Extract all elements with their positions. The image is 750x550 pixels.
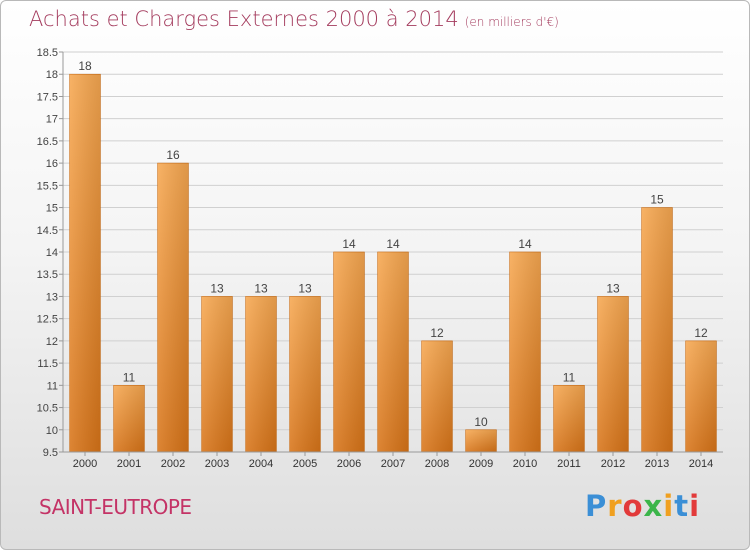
bar-shade bbox=[245, 296, 277, 452]
x-tick-label: 2000 bbox=[73, 458, 97, 470]
x-tick-label: 2008 bbox=[425, 458, 449, 470]
bar-shade bbox=[377, 252, 409, 452]
data-label: 10 bbox=[474, 415, 488, 429]
x-tick-label: 2010 bbox=[513, 458, 537, 470]
y-tick-label: 10.5 bbox=[37, 403, 58, 415]
x-tick-label: 2004 bbox=[249, 458, 273, 470]
y-tick-label: 14 bbox=[46, 247, 58, 259]
y-tick-label: 16 bbox=[46, 158, 58, 170]
bar-shade bbox=[157, 163, 189, 452]
y-tick-label: 13 bbox=[46, 291, 58, 303]
x-tick-label: 2007 bbox=[381, 458, 405, 470]
data-label: 11 bbox=[123, 370, 136, 384]
bar-shade bbox=[113, 385, 145, 452]
x-tick-label: 2013 bbox=[645, 458, 669, 470]
x-tick-label: 2009 bbox=[469, 458, 493, 470]
data-label: 13 bbox=[606, 281, 620, 295]
logo-letter: i bbox=[663, 489, 675, 523]
data-label: 18 bbox=[78, 59, 92, 73]
x-tick-label: 2001 bbox=[117, 458, 141, 470]
chart-title-text: Achats et Charges Externes 2000 à 2014 bbox=[29, 7, 459, 31]
chart-unit: (en milliers d'€) bbox=[464, 15, 559, 29]
y-tick-label: 18.5 bbox=[37, 47, 58, 59]
y-tick-label: 13.5 bbox=[37, 269, 58, 281]
bar-shade bbox=[641, 207, 673, 452]
y-tick-label: 10 bbox=[46, 425, 58, 437]
y-axis: 9.5 10 10.5 11 11.5 12 12.5 13 13.5 14 14.5 15 15.5 1… bbox=[37, 47, 64, 459]
logo-letter: o bbox=[622, 489, 644, 523]
logo-letter: P bbox=[585, 489, 608, 523]
bars: 18 11 16 13 13 13 14 14 12 10 14 11 13 15 12 bbox=[69, 59, 717, 453]
bar-shade bbox=[509, 252, 541, 452]
y-tick-label: 18 bbox=[46, 69, 58, 81]
x-tick-label: 2011 bbox=[557, 458, 581, 470]
y-tick-label: 16.5 bbox=[37, 136, 58, 148]
logo-letter: i bbox=[689, 489, 701, 523]
x-tick-label: 2005 bbox=[293, 458, 317, 470]
x-tick-label: 2003 bbox=[205, 458, 229, 470]
data-label: 11 bbox=[563, 370, 576, 384]
y-tick-label: 14.5 bbox=[37, 225, 58, 237]
y-tick-label: 11 bbox=[47, 380, 58, 392]
data-label: 12 bbox=[694, 326, 708, 340]
data-label: 14 bbox=[342, 237, 356, 251]
bar-shade bbox=[421, 340, 453, 452]
data-label: 13 bbox=[254, 281, 268, 295]
data-label: 13 bbox=[298, 281, 312, 295]
bar-shade bbox=[685, 340, 717, 452]
x-tick-label: 2006 bbox=[337, 458, 361, 470]
bar-shade bbox=[289, 296, 321, 452]
data-label: 14 bbox=[386, 237, 400, 251]
data-label: 14 bbox=[518, 237, 532, 251]
y-tick-label: 12 bbox=[46, 336, 58, 348]
chart-title: Achats et Charges Externes 2000 à 2014 (e… bbox=[29, 7, 559, 31]
x-tick-label: 2014 bbox=[689, 458, 713, 470]
logo-letter: r bbox=[607, 489, 623, 523]
logo-letter: t bbox=[674, 489, 690, 523]
y-tick-label: 15 bbox=[46, 203, 58, 215]
y-tick-label: 17.5 bbox=[37, 91, 58, 103]
data-label: 12 bbox=[430, 326, 444, 340]
x-tick-label: 2012 bbox=[601, 458, 625, 470]
y-tick-label: 9.5 bbox=[43, 447, 58, 459]
bar-shade bbox=[465, 429, 497, 452]
bar-shade bbox=[597, 296, 629, 452]
y-tick-label: 17 bbox=[46, 114, 58, 126]
bar-shade bbox=[201, 296, 233, 452]
bar-shade bbox=[333, 252, 365, 452]
y-tick-label: 11.5 bbox=[37, 358, 58, 370]
data-label: 13 bbox=[210, 281, 224, 295]
data-label: 16 bbox=[166, 148, 180, 162]
commune-name: SAINT-EUTROPE bbox=[39, 495, 192, 519]
bar-shade bbox=[553, 385, 585, 452]
x-tick-label: 2002 bbox=[161, 458, 185, 470]
proxiti-logo[interactable]: Proxiti bbox=[585, 489, 700, 523]
y-tick-label: 15.5 bbox=[37, 180, 58, 192]
y-tick-label: 12.5 bbox=[37, 314, 58, 326]
bar-shade bbox=[69, 74, 101, 452]
x-axis: 2000 2001 2002 2003 2004 2005 2006 2007 2008 2009… bbox=[63, 451, 723, 470]
data-label: 15 bbox=[650, 193, 664, 207]
logo-letter: x bbox=[643, 489, 664, 523]
